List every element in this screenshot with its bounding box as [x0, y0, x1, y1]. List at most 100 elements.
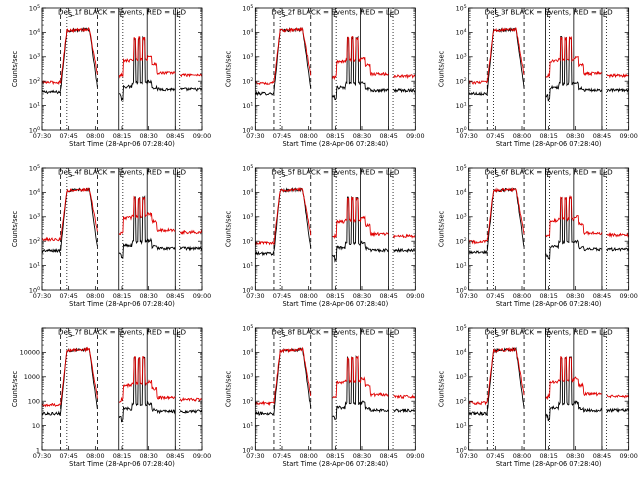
y-tick-label: 105 [242, 4, 253, 13]
vline-label: S [494, 171, 499, 179]
x-tick-label: 09:00 [619, 452, 637, 460]
y-tick-label: 100 [242, 446, 253, 455]
y-tick-label: 104 [29, 28, 40, 37]
events-series-line [179, 245, 202, 252]
vline-label: E [546, 171, 550, 179]
y-tick-label: 105 [242, 164, 253, 173]
events-series-line [545, 36, 603, 102]
plot-frame [468, 167, 630, 291]
x-tick-label: 09:00 [406, 132, 424, 140]
x-tick-label: 08:45 [379, 292, 397, 300]
y-tick-label: 102 [242, 237, 253, 246]
vline-label: E [390, 171, 394, 179]
x-tick-label: 07:45 [273, 292, 291, 300]
vline-label: S [494, 11, 499, 19]
x-tick-label: 07:45 [273, 132, 291, 140]
x-tick-label: 08:45 [166, 132, 184, 140]
panel-title: Det_3f BLACK = Events, RED = LLD [485, 8, 614, 17]
x-tick-label: 08:30 [353, 292, 371, 300]
vline-label: E [333, 331, 337, 339]
lld-series-line [255, 26, 312, 86]
x-tick-label: 08:15 [326, 452, 344, 460]
x-tick-label: 08:45 [166, 452, 184, 460]
panel-title: Det_4f BLACK = Events, RED = LLD [58, 168, 187, 177]
x-tick-label: 08:45 [379, 132, 397, 140]
y-tick-label: 102 [456, 397, 467, 406]
lld-series-line [42, 346, 98, 408]
x-tick-label: 09:00 [193, 292, 211, 300]
panel-title: Det_6f BLACK = Events, RED = LLD [485, 168, 614, 177]
x-tick-label: 08:30 [353, 132, 371, 140]
y-axis-label: Counts/sec [438, 50, 446, 87]
x-tick-label: 08:00 [299, 132, 317, 140]
x-tick-label: 09:00 [406, 452, 424, 460]
panel-title: Det_8f BLACK = Events, RED = LLD [271, 328, 400, 337]
y-tick-label: 100 [29, 286, 40, 295]
x-tick-label: 08:45 [593, 452, 611, 460]
x-tick-label: 08:15 [539, 292, 557, 300]
lld-series-line [545, 194, 603, 238]
y-tick-label: 101 [456, 101, 467, 110]
vline-label: E [176, 331, 180, 339]
y-tick-label: 100 [242, 126, 253, 135]
y-tick-label: 105 [456, 4, 467, 13]
events-series-line [332, 35, 389, 100]
y-tick-label: 100 [29, 126, 40, 135]
y-tick-label: 1 [36, 446, 40, 454]
x-tick-label: 07:30 [459, 452, 477, 460]
y-tick-label: 103 [29, 213, 40, 222]
events-series-line [468, 187, 525, 255]
x-tick-label: 07:30 [246, 452, 264, 460]
panel-title: Det_7f BLACK = Events, RED = LLD [58, 328, 187, 337]
y-tick-label: 105 [29, 164, 40, 173]
y-tick-label: 100 [456, 286, 467, 295]
plot-frame [468, 7, 630, 131]
vline-label: S [281, 331, 286, 339]
vline-label: E [390, 331, 394, 339]
y-tick-label: 101 [29, 261, 40, 270]
y-tick-label: 100 [242, 286, 253, 295]
x-axis-label: Start Time (28-Apr-06 07:28:40) [496, 300, 602, 308]
x-tick-label: 07:45 [59, 132, 77, 140]
events-series-line [606, 87, 629, 93]
lld-series-line [393, 233, 416, 240]
x-tick-label: 08:30 [139, 292, 157, 300]
y-axis-label: Counts/sec [438, 370, 446, 407]
vline-label: E [546, 11, 550, 19]
x-tick-label: 07:30 [246, 292, 264, 300]
y-tick-label: 104 [456, 348, 467, 357]
events-series-line [42, 187, 98, 254]
y-tick-label: 104 [242, 28, 253, 37]
events-series-line [393, 87, 416, 94]
panel-title: Det_2f BLACK = Events, RED = LLD [271, 8, 400, 17]
vline-label: E [333, 171, 337, 179]
y-axis-label: Counts/sec [11, 370, 19, 407]
vline-label: S [68, 11, 73, 19]
y-tick-label: 101 [29, 101, 40, 110]
x-axis-label: Start Time (28-Apr-06 07:28:40) [69, 140, 175, 148]
events-series-line [606, 246, 629, 252]
x-tick-label: 09:00 [406, 292, 424, 300]
y-axis-label: Counts/sec [438, 210, 446, 247]
y-tick-label: 104 [29, 188, 40, 197]
y-tick-label: 105 [456, 164, 467, 173]
vline-label: E [603, 331, 607, 339]
panel-title: Det_1f BLACK = Events, RED = LLD [58, 8, 187, 17]
x-tick-label: 07:45 [273, 452, 291, 460]
x-tick-label: 07:30 [459, 292, 477, 300]
events-series-line [118, 356, 176, 423]
lld-series-line [255, 187, 312, 246]
plot-frame [468, 327, 630, 451]
x-tick-label: 08:30 [139, 452, 157, 460]
vline-label: E [603, 11, 607, 19]
y-tick-label: 102 [242, 397, 253, 406]
plot-frame [254, 167, 416, 291]
x-tick-label: 08:30 [139, 132, 157, 140]
events-series-line [545, 356, 603, 422]
